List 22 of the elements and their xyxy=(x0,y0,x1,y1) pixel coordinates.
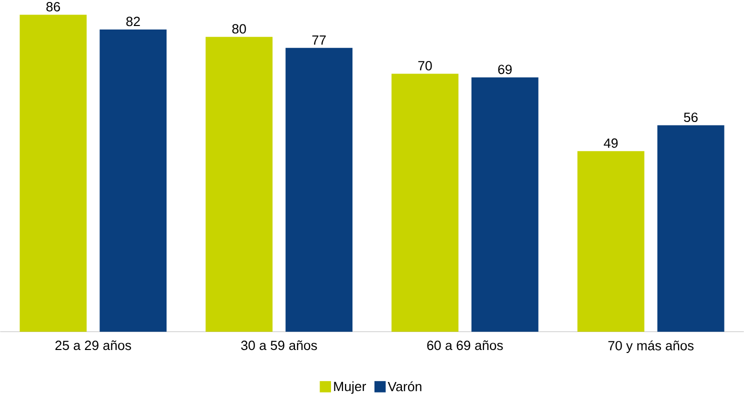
legend-label: Varón xyxy=(388,381,422,392)
data-label: 56 xyxy=(684,112,698,122)
bar xyxy=(471,77,538,332)
x-tick-label: 60 a 69 años xyxy=(427,340,503,350)
x-tick-label: 30 a 59 años xyxy=(241,340,317,350)
bar xyxy=(392,74,458,332)
x-tick-label: 25 a 29 años xyxy=(55,340,132,350)
legend-label: Mujer xyxy=(334,381,366,394)
bar xyxy=(20,14,87,332)
bar xyxy=(657,125,724,332)
x-tick-label: 70 y más años xyxy=(608,340,694,353)
bar xyxy=(286,48,352,332)
data-label: 69 xyxy=(498,64,512,74)
data-label: 80 xyxy=(232,24,246,34)
data-label: 86 xyxy=(46,2,60,12)
data-label: 49 xyxy=(604,138,618,148)
bar xyxy=(100,29,167,332)
bar xyxy=(577,151,644,332)
data-label: 70 xyxy=(418,60,432,70)
data-label: 77 xyxy=(312,35,326,45)
bar xyxy=(206,36,273,332)
data-label: 82 xyxy=(126,16,140,26)
